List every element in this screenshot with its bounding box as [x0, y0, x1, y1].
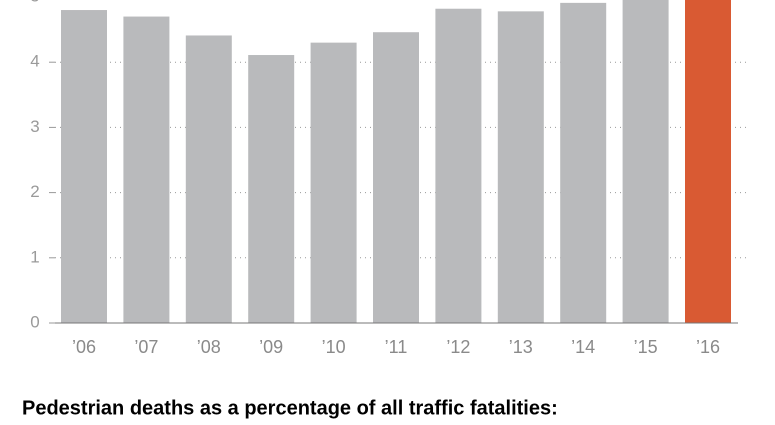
- bar: [310, 42, 357, 323]
- y-tick-label: 3: [30, 117, 39, 136]
- x-tick-label: ’15: [634, 337, 658, 357]
- x-tick-label: ’16: [696, 337, 720, 357]
- y-tick-label: 4: [30, 52, 39, 71]
- x-tick-label: ’06: [72, 337, 96, 357]
- chart-title: Pedestrian deaths as a percentage of all…: [22, 397, 558, 419]
- bar: [373, 32, 419, 323]
- x-tick-label: ’10: [322, 337, 346, 357]
- x-tick-label: ’13: [509, 337, 533, 357]
- bar: [560, 2, 607, 323]
- x-tick-label: ’08: [197, 337, 221, 357]
- bar: [248, 55, 295, 323]
- bar: [123, 16, 170, 324]
- x-tick-label: ’11: [385, 337, 408, 357]
- y-tick-label: 0: [30, 312, 39, 331]
- bar: [497, 11, 544, 324]
- bars: [61, 0, 731, 324]
- x-tick-label: ’09: [259, 337, 283, 357]
- y-tick-label: 2: [30, 182, 39, 201]
- x-tick-label: ’14: [571, 337, 595, 357]
- bar: [622, 0, 669, 323]
- y-tick-label: 5: [30, 0, 39, 5]
- bar: [61, 10, 107, 323]
- bar: [185, 35, 232, 324]
- bar: [435, 8, 482, 324]
- y-tick-label: 1: [30, 247, 39, 266]
- x-tick-label: ’12: [446, 337, 470, 357]
- x-tick-label: ’07: [134, 337, 158, 357]
- bar: [685, 0, 731, 324]
